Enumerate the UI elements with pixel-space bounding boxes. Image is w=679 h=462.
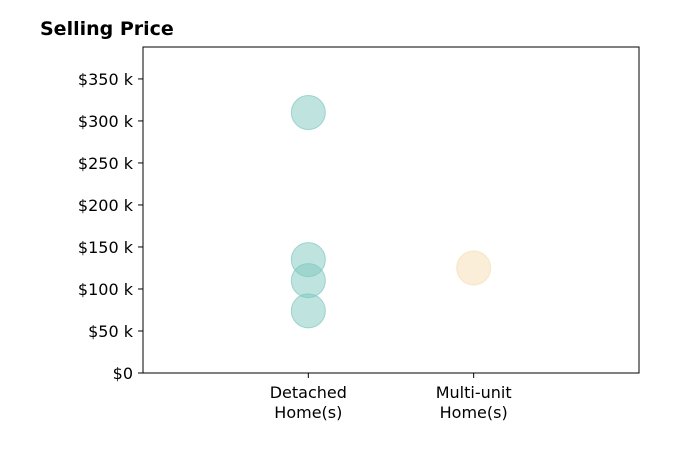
y-tick-label: $0	[113, 364, 133, 383]
chart-title: Selling Price	[40, 18, 174, 40]
data-points	[290, 95, 492, 329]
y-tick-label: $350 k	[78, 70, 134, 89]
y-tick-label: $300 k	[78, 112, 134, 131]
data-point	[456, 250, 492, 286]
plot-area-frame	[142, 46, 640, 374]
x-tick-label: Multi-unit Home(s)	[436, 383, 512, 422]
data-point	[290, 293, 326, 329]
x-axis: Detached Home(s) Multi-unit Home(s)	[270, 373, 512, 422]
data-point	[290, 95, 326, 131]
y-tick-label: $250 k	[78, 154, 134, 173]
y-tick-label: $200 k	[78, 196, 134, 215]
x-tick-label: Detached Home(s)	[270, 383, 347, 422]
data-point	[290, 263, 326, 299]
y-tick-label: $150 k	[78, 238, 134, 257]
y-tick-label: $50 k	[88, 322, 134, 341]
y-tick-label: $100 k	[78, 280, 134, 299]
y-axis: $0 $50 k $100 k $150 k $200 k $250 k $300 k $35…	[78, 70, 143, 383]
